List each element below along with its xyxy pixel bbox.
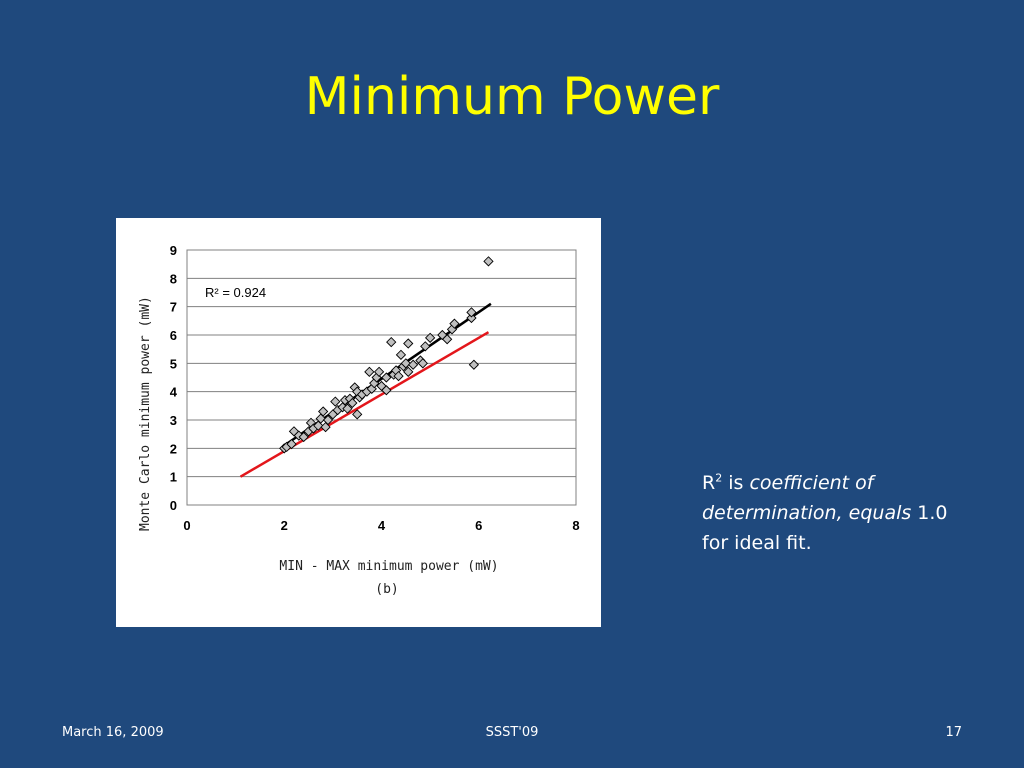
y-tick-label: 2 bbox=[170, 441, 177, 456]
note-definition: coefficient of determination, equals bbox=[702, 472, 912, 524]
data-point bbox=[318, 406, 329, 417]
ideal-fit-line bbox=[239, 331, 490, 478]
data-point bbox=[417, 358, 428, 369]
y-tick-label: 8 bbox=[170, 271, 177, 286]
data-point bbox=[466, 307, 477, 318]
r-squared-annotation: R² = 0.924 bbox=[205, 285, 266, 300]
x-tick-label: 8 bbox=[572, 518, 579, 533]
data-point bbox=[322, 414, 334, 426]
grid-layer bbox=[187, 277, 576, 478]
chart-canvas: 0 1 2 3 4 5 6 7 8 9 0 2 4 6 8 R² = 0.924 MIN - MAX min… bbox=[138, 243, 580, 597]
data-point bbox=[395, 349, 407, 360]
data-point bbox=[466, 312, 477, 324]
data-point bbox=[381, 372, 392, 383]
data-point bbox=[286, 438, 297, 450]
footer-date: March 16, 2009 bbox=[62, 725, 164, 740]
y-tick-label: 6 bbox=[170, 328, 177, 343]
y-tick-label: 4 bbox=[170, 385, 178, 400]
footer-conference: SSST'09 bbox=[485, 725, 539, 740]
r-squared-note: R2 is coefficient of determination, equa… bbox=[702, 468, 952, 558]
x-tick-label: 6 bbox=[475, 518, 482, 533]
data-point bbox=[386, 336, 397, 348]
data-point bbox=[330, 396, 341, 407]
y-tick-label: 0 bbox=[170, 498, 177, 513]
data-point bbox=[352, 409, 363, 420]
slide-title: Minimum Power bbox=[304, 67, 720, 127]
y-tick-label: 5 bbox=[170, 356, 177, 371]
data-point bbox=[424, 332, 436, 343]
note-is: is bbox=[722, 472, 750, 494]
x-axis-label: MIN - MAX minimum power (mW) bbox=[279, 559, 498, 574]
x-tick-label: 2 bbox=[281, 518, 288, 533]
x-tick-label: 0 bbox=[183, 518, 190, 533]
data-point bbox=[373, 366, 385, 377]
data-point bbox=[347, 397, 358, 409]
data-point bbox=[364, 366, 375, 377]
y-axis-label: Monte Carlo minimum power (mW) bbox=[138, 296, 153, 531]
note-ideal-fit: 1.0 for ideal fit. bbox=[702, 502, 948, 554]
data-point bbox=[403, 366, 414, 377]
data-points bbox=[279, 256, 494, 454]
x-tick-label: 4 bbox=[378, 518, 386, 533]
data-point bbox=[449, 318, 460, 329]
data-point bbox=[400, 358, 411, 369]
data-point bbox=[342, 403, 353, 414]
data-point bbox=[403, 338, 414, 349]
footer-page-number: 17 bbox=[945, 725, 962, 740]
y-tick-label: 9 bbox=[170, 243, 177, 258]
note-superscript: 2 bbox=[715, 471, 723, 485]
data-point bbox=[407, 359, 419, 370]
data-point bbox=[468, 359, 480, 370]
y-tick-label: 7 bbox=[170, 300, 177, 315]
data-point bbox=[442, 334, 453, 345]
x-axis-sublabel: (b) bbox=[375, 582, 398, 597]
tick-labels: 0 1 2 3 4 5 6 7 8 9 0 2 4 6 8 bbox=[170, 243, 580, 533]
data-point bbox=[381, 385, 392, 396]
data-point bbox=[393, 370, 404, 382]
note-r: R bbox=[702, 472, 716, 494]
data-point bbox=[483, 256, 494, 267]
data-point bbox=[298, 431, 309, 443]
scatter-chart: 0 1 2 3 4 5 6 7 8 9 0 2 4 6 8 R² = 0.924 MIN - MAX min… bbox=[116, 218, 601, 627]
y-tick-label: 3 bbox=[170, 413, 177, 428]
data-point bbox=[420, 341, 431, 352]
plot-area-border bbox=[186, 249, 577, 506]
y-tick-label: 1 bbox=[170, 470, 177, 485]
